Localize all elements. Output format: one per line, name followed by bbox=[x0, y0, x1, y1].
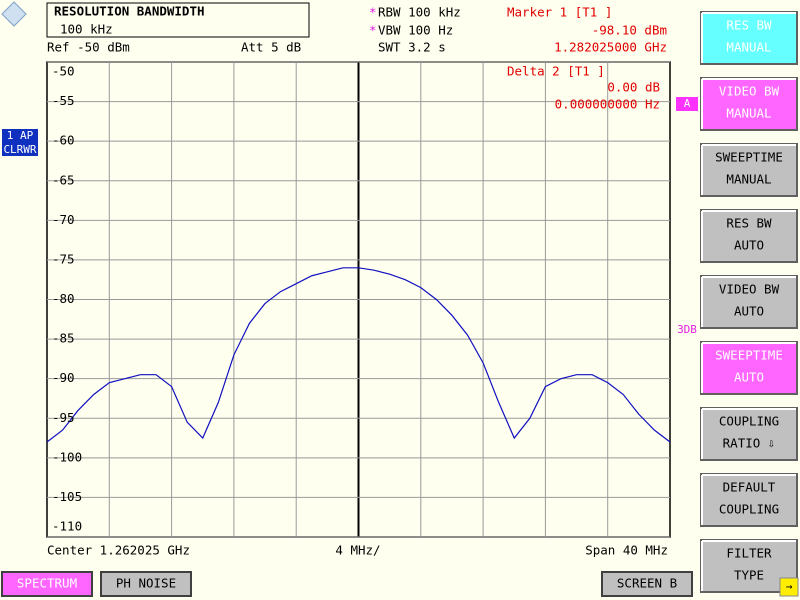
bottom-buttons: SPECTRUM PH NOISE SCREEN B bbox=[1, 571, 693, 597]
softkey-label: DEFAULT bbox=[723, 480, 776, 495]
bottom-button-label: PH NOISE bbox=[116, 576, 176, 591]
softkey[interactable]: RES BW AUTO bbox=[700, 209, 798, 263]
ref-level: Ref -50 dBm bbox=[47, 40, 130, 55]
softkey-face[interactable] bbox=[700, 77, 798, 131]
softkey[interactable]: SWEEPTIME MANUAL bbox=[700, 143, 798, 197]
softkey-label: MANUAL bbox=[726, 172, 771, 187]
softkey-label: RES BW bbox=[726, 18, 772, 33]
y-tick-label: -85 bbox=[52, 331, 75, 346]
softkey[interactable]: DEFAULT COUPLING bbox=[700, 473, 798, 527]
softkey[interactable]: COUPLING RATIO ⇩ bbox=[700, 407, 798, 461]
center-freq: Center 1.262025 GHz bbox=[47, 543, 190, 558]
side-3db: 3DB bbox=[677, 323, 697, 336]
y-tick-label: -75 bbox=[52, 251, 75, 266]
star: * bbox=[369, 23, 377, 38]
softkey-label: VIDEO BW bbox=[719, 84, 780, 99]
softkey-label: MANUAL bbox=[726, 40, 771, 55]
side-a: A bbox=[684, 97, 691, 110]
bottom-button-label: SPECTRUM bbox=[17, 576, 77, 591]
y-tick-label: -95 bbox=[52, 410, 75, 425]
delta-title: Delta 2 [T1 ] bbox=[507, 64, 605, 79]
bottom-button[interactable]: SCREEN B bbox=[601, 571, 693, 597]
trace bbox=[46, 267, 671, 443]
y-tick-label: -90 bbox=[52, 370, 75, 385]
delta-level: 0.00 dB bbox=[607, 80, 660, 95]
info-box-title: RESOLUTION BANDWIDTH bbox=[54, 4, 205, 19]
softkey-face[interactable] bbox=[700, 11, 798, 65]
softkey-label: FILTER bbox=[726, 546, 772, 561]
y-tick-label: -110 bbox=[52, 519, 82, 534]
arrow-glyph: → bbox=[786, 580, 793, 593]
softkey[interactable]: SWEEPTIME AUTO bbox=[700, 341, 798, 395]
softkey[interactable]: VIDEO BW MANUAL bbox=[700, 77, 798, 131]
softkey-label: MANUAL bbox=[726, 106, 771, 121]
plot bbox=[46, 61, 671, 538]
softkey-face[interactable] bbox=[700, 209, 798, 263]
y-tick-label: -80 bbox=[52, 291, 75, 306]
softkey-face[interactable] bbox=[700, 341, 798, 395]
swt: SWT 3.2 s bbox=[378, 40, 446, 55]
y-tick-label: -55 bbox=[52, 93, 75, 108]
info-box bbox=[46, 2, 310, 38]
trace-mode-badge bbox=[2, 129, 38, 156]
attenuation: Att 5 dB bbox=[241, 40, 301, 55]
bottom-button[interactable]: SPECTRUM bbox=[1, 571, 93, 597]
trace-mode: 1 AP bbox=[7, 129, 34, 142]
bottom-button-label: SCREEN B bbox=[617, 576, 677, 591]
softkey-label: VIDEO BW bbox=[719, 282, 780, 297]
softkey-label: RATIO ⇩ bbox=[723, 436, 776, 451]
softkey[interactable]: VIDEO BW AUTO bbox=[700, 275, 798, 329]
bottom-button[interactable]: PH NOISE bbox=[100, 571, 192, 597]
side-a-badge bbox=[676, 97, 698, 111]
y-tick-label: -70 bbox=[52, 212, 75, 227]
star: * bbox=[369, 5, 377, 20]
marker-freq: 1.282025000 GHz bbox=[554, 40, 667, 55]
softkey-label: SWEEPTIME bbox=[715, 348, 783, 363]
softkey-label: TYPE bbox=[734, 568, 764, 583]
info-box-value: 100 kHz bbox=[60, 22, 113, 37]
softkey-face[interactable] bbox=[700, 275, 798, 329]
y-tick-label: -50 bbox=[52, 64, 75, 79]
bottom-button-face[interactable] bbox=[1, 571, 93, 597]
marker-title: Marker 1 [T1 ] bbox=[507, 5, 612, 20]
arrow-icon[interactable] bbox=[779, 577, 799, 597]
y-tick-label: -105 bbox=[52, 489, 82, 504]
per-division: 4 MHz/ bbox=[335, 543, 380, 558]
softkey-label: COUPLING bbox=[719, 502, 779, 517]
span: Span 40 MHz bbox=[585, 543, 668, 558]
overlay: Delta 2 [T1 ] 0.00 dB 0.000000000 Hz 1 A… bbox=[2, 64, 698, 534]
delta-freq: 0.000000000 Hz bbox=[555, 97, 660, 112]
vbw: VBW 100 Hz bbox=[378, 23, 453, 38]
bottom-button-face[interactable] bbox=[100, 571, 192, 597]
logo bbox=[1, 1, 27, 27]
trace-mode: CLRWR bbox=[3, 143, 36, 156]
y-tick-label: -65 bbox=[52, 172, 75, 187]
bottom-button-face[interactable] bbox=[601, 571, 693, 597]
softkey-label: SWEEPTIME bbox=[715, 150, 783, 165]
softkey-label: RES BW bbox=[726, 216, 772, 231]
softkey-label: AUTO bbox=[734, 304, 764, 319]
softkey[interactable]: RES BW MANUAL bbox=[700, 11, 798, 65]
rbw: RBW 100 kHz bbox=[378, 5, 461, 20]
softkey-label: AUTO bbox=[734, 238, 764, 253]
y-tick-label: -60 bbox=[52, 133, 75, 148]
softkeys: RES BW MANUAL VIDEO BW MANUAL SWEEPTIME MANUA… bbox=[700, 11, 798, 593]
softkey-label: AUTO bbox=[734, 370, 764, 385]
marker-level: -98.10 dBm bbox=[592, 23, 667, 38]
softkey-label: COUPLING bbox=[719, 414, 779, 429]
y-tick-label: -100 bbox=[52, 449, 82, 464]
